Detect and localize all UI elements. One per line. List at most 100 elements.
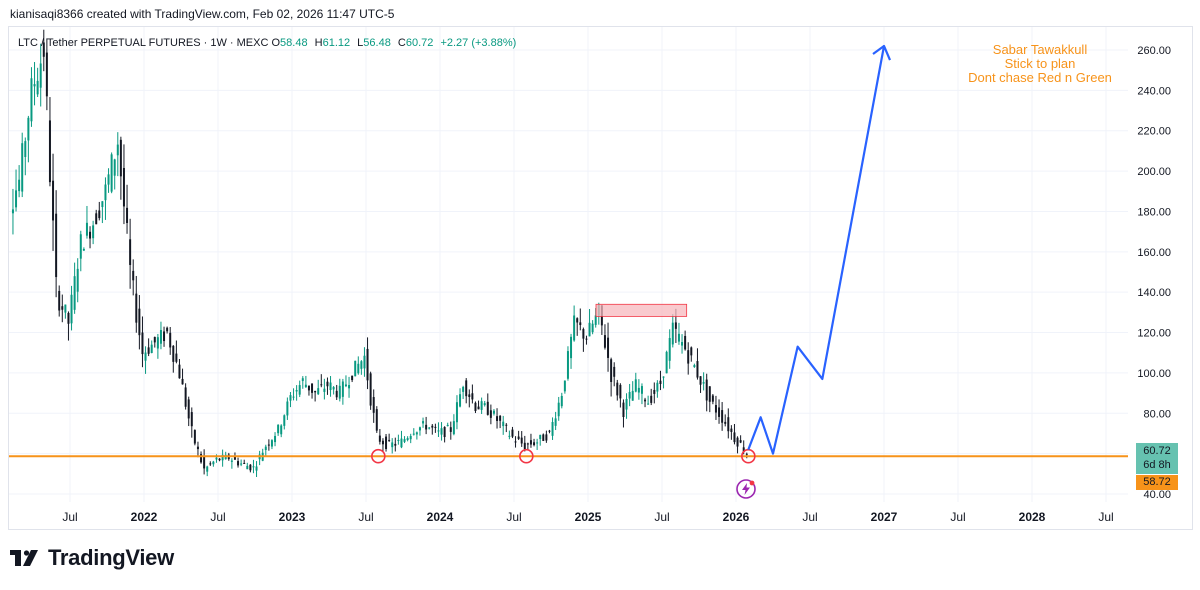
candle-body (733, 432, 736, 443)
candle-body (348, 385, 351, 389)
candle-body (428, 427, 431, 429)
candle-body (496, 416, 499, 421)
candle-body (480, 401, 483, 410)
candle-body (403, 439, 406, 442)
candle-body (539, 434, 542, 440)
candle-body (113, 159, 116, 176)
candle-body (662, 376, 665, 378)
flash-icon[interactable] (735, 478, 757, 500)
candle-body (101, 201, 104, 208)
candle-body (724, 421, 727, 424)
tradingview-logo[interactable]: TradingView (10, 545, 174, 571)
candle-body (647, 403, 650, 405)
candle-body (280, 425, 283, 435)
candle-body (462, 386, 465, 392)
candle-body (184, 387, 187, 407)
projection-path (747, 44, 892, 455)
candle-body (718, 407, 721, 417)
candle-body (320, 384, 323, 386)
candle-body (169, 332, 172, 348)
candle-body (742, 447, 745, 453)
candle-body (267, 444, 270, 446)
candle-body (255, 466, 258, 471)
candle-body (514, 441, 517, 443)
candle-body (18, 179, 21, 192)
support-touch-marker (371, 448, 386, 464)
candle-body (684, 335, 687, 350)
candle-body (560, 395, 563, 407)
candle-body (42, 42, 45, 57)
candle-body (249, 464, 252, 471)
x-tick-label: 2028 (1019, 510, 1046, 524)
candle-body (159, 330, 162, 344)
last-price: 60.72 (1143, 445, 1171, 457)
chart-pane[interactable]: 40.0060.0080.00100.00120.00140.00160.001… (8, 26, 1193, 530)
candle-body (317, 388, 320, 395)
candle-body (378, 435, 381, 442)
brand-name: TradingView (48, 545, 174, 570)
price-chart[interactable]: 40.0060.0080.00100.00120.00140.00160.001… (9, 27, 1194, 531)
candle-body (79, 234, 82, 259)
candle-body (508, 435, 511, 437)
candle-body (422, 421, 425, 424)
candle-body (412, 433, 415, 435)
candle-body (110, 154, 113, 192)
bar-countdown: 6d 8h (1143, 459, 1171, 471)
candle-body (449, 427, 452, 432)
note-line-1: Sabar Tawakkull (992, 42, 1088, 57)
candle-body (551, 422, 554, 436)
candle-body (397, 439, 400, 441)
candle-body (82, 249, 85, 251)
candle-body (237, 461, 240, 466)
candle-body (119, 139, 122, 177)
text-annotation[interactable]: Sabar Tawakkull Stick to plan Dont chase… (955, 43, 1125, 85)
candle-body (122, 167, 125, 207)
y-tick-label: 80.00 (1143, 408, 1171, 420)
candle-body (73, 276, 76, 310)
candle-body (385, 436, 388, 450)
candle-body (714, 405, 717, 413)
candle-body (335, 390, 338, 398)
candle-body (563, 380, 566, 392)
candle-body (286, 401, 289, 416)
y-tick-label: 100.00 (1137, 368, 1171, 380)
candle-body (354, 360, 357, 377)
candle-body (326, 381, 329, 387)
candle-body (622, 402, 625, 418)
x-tick-label: 2026 (723, 510, 750, 524)
candle-body (517, 436, 520, 439)
y-tick-label: 240.00 (1137, 85, 1171, 97)
candle-body (452, 421, 455, 435)
candle-body (650, 395, 653, 403)
candle-body (455, 402, 458, 423)
candle-body (613, 366, 616, 377)
candle-body (304, 384, 307, 388)
candle-body (203, 455, 206, 469)
candle-body (705, 379, 708, 401)
candle-body (471, 393, 474, 400)
candle-body (634, 379, 637, 392)
x-tick-label: Jul (654, 510, 669, 524)
legend-high: 61.12 (322, 37, 351, 49)
support-touch-marker (741, 448, 756, 464)
candle-body (594, 315, 597, 325)
chart-attribution: kianisaqi8366 created with TradingView.c… (10, 7, 395, 21)
symbol-title[interactable]: LTC / Tether PERPETUAL FUTURES · 1W · ME… (18, 37, 269, 49)
legend-low: 56.48 (363, 37, 391, 49)
candle-body (298, 385, 301, 395)
candle-body (536, 442, 539, 444)
candle-body (671, 322, 674, 345)
candle-body (730, 428, 733, 432)
candle-body (665, 351, 668, 374)
legend-change: +2.27 (+3.88%) (440, 37, 517, 49)
candle-body (425, 424, 428, 430)
candle-body (156, 337, 159, 349)
candle-body (187, 399, 190, 419)
candle-body (351, 375, 354, 381)
x-tick-label: 2027 (871, 510, 898, 524)
candle-body (637, 387, 640, 393)
candle-body (477, 406, 480, 410)
candle-body (233, 456, 236, 460)
candle-body (520, 437, 523, 444)
candle-body (616, 382, 619, 396)
